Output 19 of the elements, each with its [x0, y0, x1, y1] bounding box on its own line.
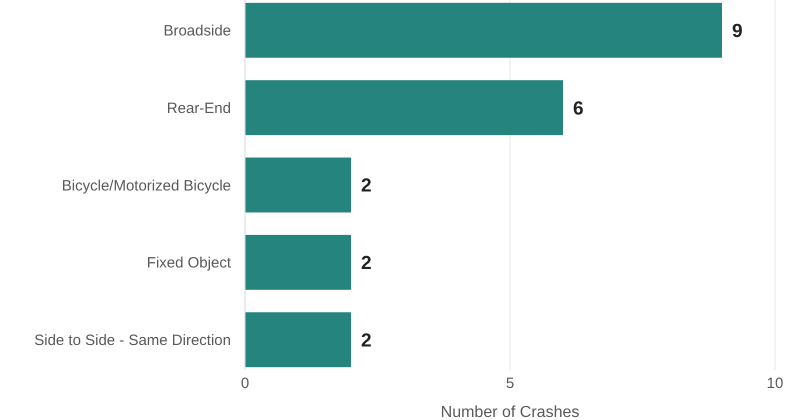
x-tick-label: 0: [240, 375, 250, 392]
y-tick-label: Fixed Object: [146, 254, 232, 272]
x-axis-title: Number of Crashes: [440, 404, 580, 420]
bar: [245, 80, 563, 136]
data-label: 2: [361, 253, 372, 274]
bar: [245, 158, 351, 212]
y-tick-label: Broadside: [163, 22, 231, 40]
data-label: 9: [732, 20, 743, 42]
y-tick-label: Side to Side - Same Direction: [34, 332, 231, 349]
bar: [245, 234, 351, 290]
bar: [245, 2, 722, 58]
data-label: 2: [361, 176, 372, 197]
bar: [245, 312, 351, 368]
x-tick-label: 5: [506, 375, 514, 392]
x-tick-label: 10: [766, 375, 784, 392]
data-label: 2: [361, 330, 372, 352]
y-tick-label: Bicycle/Motorized Bicycle: [62, 177, 231, 194]
data-label: 6: [573, 98, 584, 120]
y-tick-label: Rear-End: [166, 100, 231, 117]
